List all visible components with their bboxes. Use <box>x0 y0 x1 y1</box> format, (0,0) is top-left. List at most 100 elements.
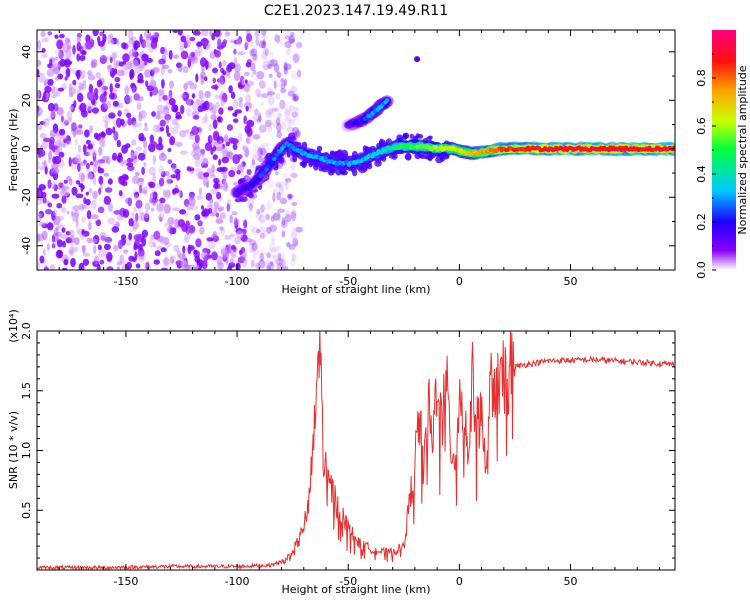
spectrogram-noise-cell <box>227 106 234 111</box>
spectrogram-noise-cell <box>103 91 108 96</box>
spectrogram-noise-cell <box>284 40 292 49</box>
spectrogram-noise-cell <box>194 134 200 144</box>
spectrogram-noise-cell <box>266 59 275 69</box>
spectrogram-noise-cell <box>57 73 64 80</box>
spectrogram-noise-cell <box>85 198 91 206</box>
spectrogram-noise-cell <box>267 261 275 270</box>
spectrogram-noise-cell <box>191 125 199 136</box>
spectrogram-noise-cell <box>259 124 267 133</box>
spectrogram-noise-cell <box>182 245 186 254</box>
spectrogram-noise-cell <box>44 86 52 93</box>
spectrogram-noise-cell <box>265 109 269 120</box>
spectrogram-noise-cell <box>251 226 260 236</box>
spectrogram-noise-cell <box>128 232 133 241</box>
spectrogram-noise-cell <box>214 94 220 99</box>
spectrogram-noise-cell <box>286 242 292 249</box>
spectrogram-noise-cell <box>95 220 101 226</box>
spectrogram-noise-cell <box>268 242 275 250</box>
spectrogram-noise-cell <box>98 40 105 47</box>
spectrogram-noise-cell <box>223 179 227 190</box>
spectrogram-noise-cell <box>272 192 276 203</box>
spectrogram-noise-cell <box>76 41 82 52</box>
spectrogram-noise-cell <box>107 64 113 73</box>
spectrogram-noise-cell <box>199 149 205 157</box>
spectrogram-noise-cell <box>120 157 124 167</box>
spectrogram-noise-cell <box>128 49 136 58</box>
spectrogram-noise-cell <box>116 266 121 270</box>
spectrogram-noise-cell <box>137 73 144 83</box>
spectrogram-noise-cell <box>139 255 145 263</box>
spectrogram-noise-cell <box>179 209 187 215</box>
spectrogram-noise-cell <box>131 59 139 70</box>
spectrogram-noise-cell <box>267 107 274 115</box>
spectrogram-noise-cell <box>90 60 96 69</box>
spectrogram-noise-cell <box>103 243 111 251</box>
spectrogram-noise-cell <box>266 200 272 210</box>
spectrogram-noise-cell <box>61 227 66 233</box>
spectrogram-noise-cell <box>168 49 173 60</box>
colorbar-label: Normalized spectral amplitude <box>736 65 749 234</box>
spectrogram-noise-cell <box>74 138 79 146</box>
spectrogram-side-trace <box>384 98 390 103</box>
spectrogram-noise-cell <box>131 175 140 185</box>
spectrogram-noise-cell <box>252 250 257 260</box>
spectrogram-noise-cell <box>143 126 149 132</box>
spectrogram-noise-cell <box>281 217 286 226</box>
spectrogram-noise-cell <box>149 192 156 201</box>
spectrogram-noise-cell <box>282 266 289 270</box>
spectrogram-noise-cell <box>51 181 56 190</box>
spectrogram-noise-cell <box>293 106 299 113</box>
spectrogram-noise-cell <box>75 193 84 199</box>
spectrogram-noise-cell <box>138 132 145 142</box>
spectrogram-noise-cell <box>255 88 261 93</box>
spectrogram-noise-cell <box>95 72 102 78</box>
spectrogram-noise-cell <box>167 159 173 165</box>
spectrogram-noise-cell <box>53 156 62 165</box>
spectrogram-noise-cell <box>194 49 201 59</box>
spectrogram-noise-cell <box>251 242 258 251</box>
spectrogram-noise-cell <box>148 238 154 248</box>
spectrogram-noise-cell <box>257 144 266 155</box>
spectrogram-noise-cell <box>39 133 47 139</box>
spectrogram-noise-cell <box>146 58 153 63</box>
spectrogram-noise-cell <box>240 167 245 177</box>
spectrogram-noise-cell <box>267 109 276 119</box>
spectrogram-noise-cell <box>243 219 248 229</box>
spectrogram-noise-cell <box>233 71 241 81</box>
spectrogram-noise-cell <box>255 211 263 221</box>
y-tick-label: -20 <box>20 188 33 206</box>
spectrogram-noise-cell <box>64 76 68 81</box>
spectrogram-noise-cell <box>92 190 98 200</box>
spectrogram-noise-cell <box>68 157 72 167</box>
spectrogram-noise-cell <box>286 127 295 132</box>
spectrogram-noise-cell <box>233 57 238 65</box>
spectrogram-noise-cell <box>224 31 231 37</box>
spectrogram-noise-cell <box>259 232 266 239</box>
spectrogram-noise-cell <box>82 258 90 266</box>
spectrogram-noise-cell <box>97 244 102 251</box>
spectrogram-noise-cell <box>103 100 112 110</box>
spectrogram-noise-cell <box>287 120 292 131</box>
spectrogram-noise-cell <box>209 30 213 37</box>
spectrogram-noise-cell <box>293 93 297 101</box>
spectrogram-noise-cell <box>215 217 222 224</box>
spectrogram-noise-cell <box>259 252 264 262</box>
spectrogram-noise-cell <box>188 133 196 141</box>
spectrogram-noise-cell <box>81 50 87 56</box>
spectrogram-noise-cell <box>273 245 281 252</box>
spectrogram-noise-cell <box>277 208 286 213</box>
y-tick-label: 40 <box>20 45 33 59</box>
spectrogram-noise-cell <box>65 68 71 78</box>
spectrogram-noise-cell <box>129 68 135 79</box>
spectrogram-noise-cell <box>198 187 203 196</box>
spectrogram-noise-cell <box>86 210 92 220</box>
spectrogram-noise-cell <box>93 149 97 158</box>
spectrogram-noise-cell <box>273 212 281 221</box>
spectrogram-noise-cell <box>291 111 299 118</box>
spectrogram-noise-cell <box>226 151 234 160</box>
spectrogram-noise-cell <box>53 67 61 75</box>
spectrogram-noise-cell <box>251 47 255 53</box>
spectrogram-noise-cell <box>53 209 58 217</box>
spectrogram-noise-cell <box>78 262 85 270</box>
spectrogram-noise-cell <box>264 259 272 270</box>
